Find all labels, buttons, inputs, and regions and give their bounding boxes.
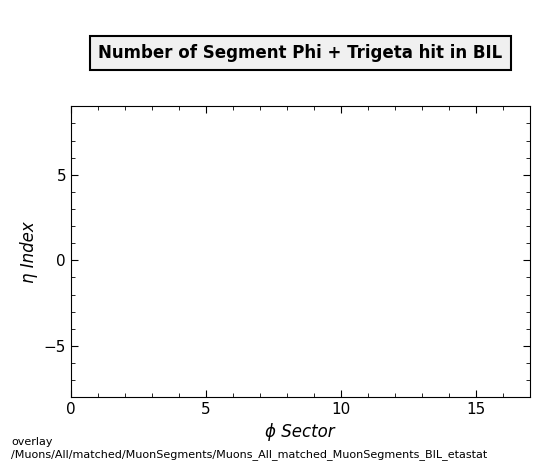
Y-axis label: η Index: η Index [20, 221, 38, 283]
Text: Number of Segment Phi + Trigeta hit in BIL: Number of Segment Phi + Trigeta hit in B… [98, 44, 502, 62]
Text: overlay
/Muons/All/matched/MuonSegments/Muons_All_matched_MuonSegments_BIL_etast: overlay /Muons/All/matched/MuonSegments/… [11, 437, 487, 460]
X-axis label: ϕ Sector: ϕ Sector [265, 423, 335, 441]
